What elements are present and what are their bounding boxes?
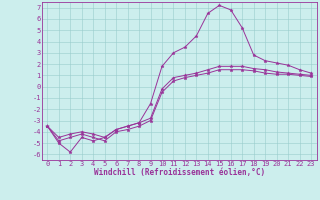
X-axis label: Windchill (Refroidissement éolien,°C): Windchill (Refroidissement éolien,°C) <box>94 168 265 177</box>
